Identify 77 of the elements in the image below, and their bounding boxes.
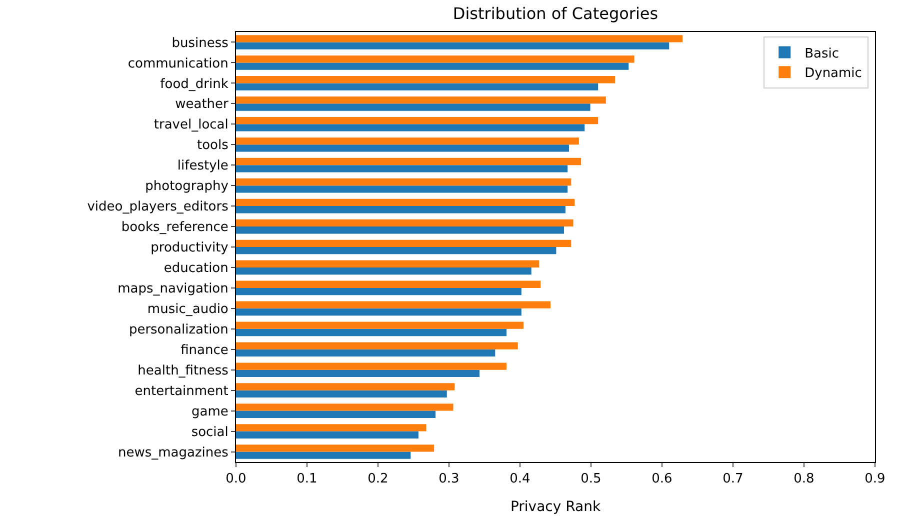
bar bbox=[236, 267, 532, 275]
y-tick-label: personalization bbox=[128, 322, 228, 338]
y-tick-label: entertainment bbox=[134, 384, 228, 399]
bar bbox=[236, 370, 480, 378]
bar bbox=[236, 226, 564, 234]
bar bbox=[236, 144, 569, 152]
bar bbox=[236, 42, 670, 50]
y-tick-label: maps_navigation bbox=[118, 282, 228, 296]
bar bbox=[236, 288, 522, 296]
bar bbox=[236, 240, 572, 247]
x-tick-label: 0.1 bbox=[296, 472, 318, 487]
bar bbox=[236, 452, 411, 459]
bar bbox=[236, 431, 418, 438]
bar bbox=[236, 116, 598, 124]
chart-title: Distribution of Categories bbox=[452, 4, 658, 24]
bar bbox=[236, 83, 598, 90]
bar bbox=[236, 328, 507, 336]
y-tick-label: travel_local bbox=[154, 118, 228, 133]
x-tick-label: 0.4 bbox=[510, 472, 530, 487]
x-tick-label: 0.0 bbox=[226, 472, 246, 487]
y-tick-label: education bbox=[164, 261, 228, 276]
y-tick-label: communication bbox=[128, 56, 228, 72]
y-tick-label: productivity bbox=[150, 240, 229, 256]
bar bbox=[236, 349, 496, 357]
legend-label: Basic bbox=[804, 46, 840, 62]
bar bbox=[236, 247, 556, 254]
bar bbox=[236, 280, 541, 288]
bar bbox=[236, 165, 568, 172]
bar bbox=[236, 404, 454, 411]
y-tick-label: photography bbox=[145, 179, 229, 194]
bar bbox=[236, 137, 579, 145]
bar bbox=[236, 219, 574, 227]
bar bbox=[236, 104, 590, 111]
bar bbox=[236, 362, 507, 370]
bar bbox=[236, 383, 455, 390]
bar bbox=[236, 35, 683, 42]
bar bbox=[236, 206, 566, 214]
x-tick-label: 0.7 bbox=[722, 472, 744, 487]
bar bbox=[236, 322, 524, 329]
y-tick-label: video_players_editors bbox=[87, 200, 229, 215]
y-tick-label: books_reference bbox=[121, 220, 228, 236]
y-tick-label: music_audio bbox=[147, 302, 228, 317]
x-tick-label: 0.6 bbox=[652, 472, 672, 487]
bar bbox=[236, 186, 568, 193]
y-tick-label: food_drink bbox=[160, 76, 229, 92]
bar bbox=[236, 260, 540, 268]
y-tick-label: social bbox=[191, 424, 228, 440]
y-tick-label: game bbox=[192, 404, 228, 420]
x-tick-label: 0.8 bbox=[794, 472, 814, 487]
bar bbox=[236, 301, 551, 308]
bar bbox=[236, 410, 436, 418]
bar bbox=[236, 178, 572, 186]
y-tick-label: finance bbox=[180, 342, 228, 358]
x-tick-label: 0.2 bbox=[368, 472, 388, 487]
bar bbox=[236, 424, 426, 432]
x-tick-label: 0.3 bbox=[438, 472, 460, 487]
bar bbox=[236, 198, 575, 206]
bar bbox=[236, 56, 634, 63]
bar bbox=[236, 62, 629, 70]
bar bbox=[236, 96, 606, 104]
bar bbox=[236, 158, 582, 166]
y-tick-label: news_magazines bbox=[118, 445, 229, 460]
bar bbox=[236, 342, 518, 350]
bar bbox=[236, 308, 522, 316]
y-tick-label: business bbox=[172, 36, 229, 51]
bar bbox=[236, 76, 616, 84]
bar bbox=[236, 124, 585, 132]
legend-label: Dynamic bbox=[804, 66, 862, 82]
y-tick-label: health_fitness bbox=[138, 363, 229, 378]
x-axis-title: Privacy Rank bbox=[510, 498, 602, 515]
y-tick-label: weather bbox=[175, 97, 230, 112]
x-tick-label: 0.9 bbox=[864, 472, 886, 487]
y-tick-label: tools bbox=[197, 138, 229, 154]
bar bbox=[236, 390, 447, 398]
y-tick-label: lifestyle bbox=[177, 158, 228, 174]
bar bbox=[236, 444, 434, 452]
x-tick-label: 0.5 bbox=[580, 472, 602, 487]
